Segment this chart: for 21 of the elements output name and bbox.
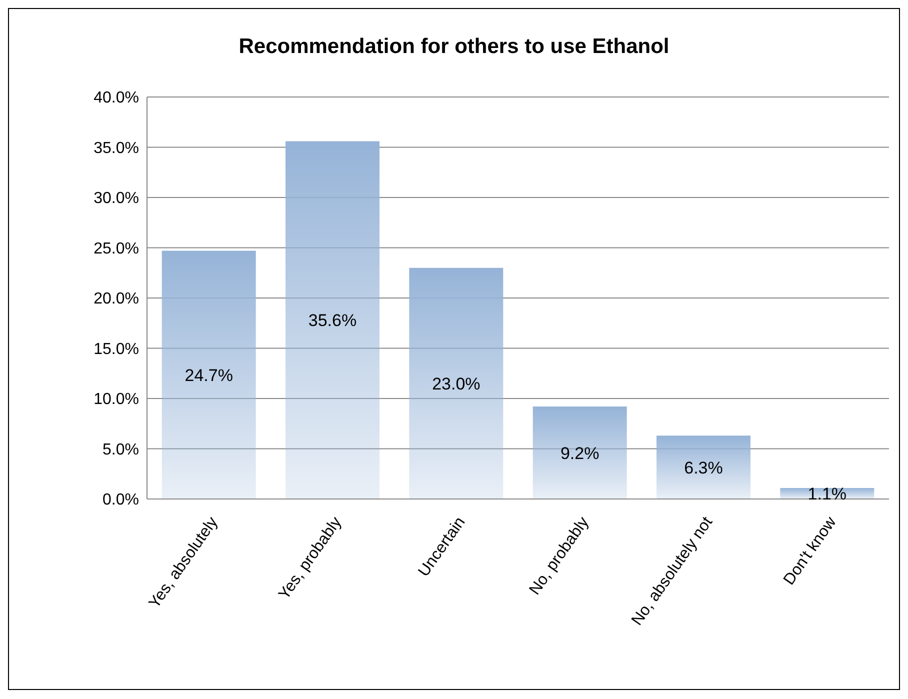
chart-title: Recommendation for others to use Ethanol bbox=[238, 35, 670, 59]
y-tick-label: 25.0% bbox=[94, 240, 139, 258]
bar bbox=[409, 268, 504, 499]
data-label: 35.6% bbox=[308, 311, 357, 330]
y-tick-label: 15.0% bbox=[94, 340, 139, 358]
y-tick-label: 10.0% bbox=[94, 391, 139, 408]
y-tick-label: 30.0% bbox=[94, 190, 139, 208]
data-label: 23.0% bbox=[432, 374, 480, 394]
bar bbox=[656, 436, 751, 499]
y-tick-label: 20.0% bbox=[94, 290, 139, 308]
data-label: 1.1% bbox=[808, 484, 847, 504]
y-tick-label: 5.0% bbox=[102, 441, 139, 458]
data-label: 6.3% bbox=[684, 458, 723, 478]
y-tick-label: 0.0% bbox=[102, 492, 139, 509]
data-label: 24.7% bbox=[184, 366, 233, 385]
y-tick-label: 40.0% bbox=[94, 90, 139, 107]
bar bbox=[286, 141, 380, 499]
data-label: 9.2% bbox=[560, 444, 600, 463]
bar bbox=[162, 250, 256, 499]
y-tick-label: 35.0% bbox=[94, 140, 139, 157]
bar bbox=[532, 406, 627, 499]
